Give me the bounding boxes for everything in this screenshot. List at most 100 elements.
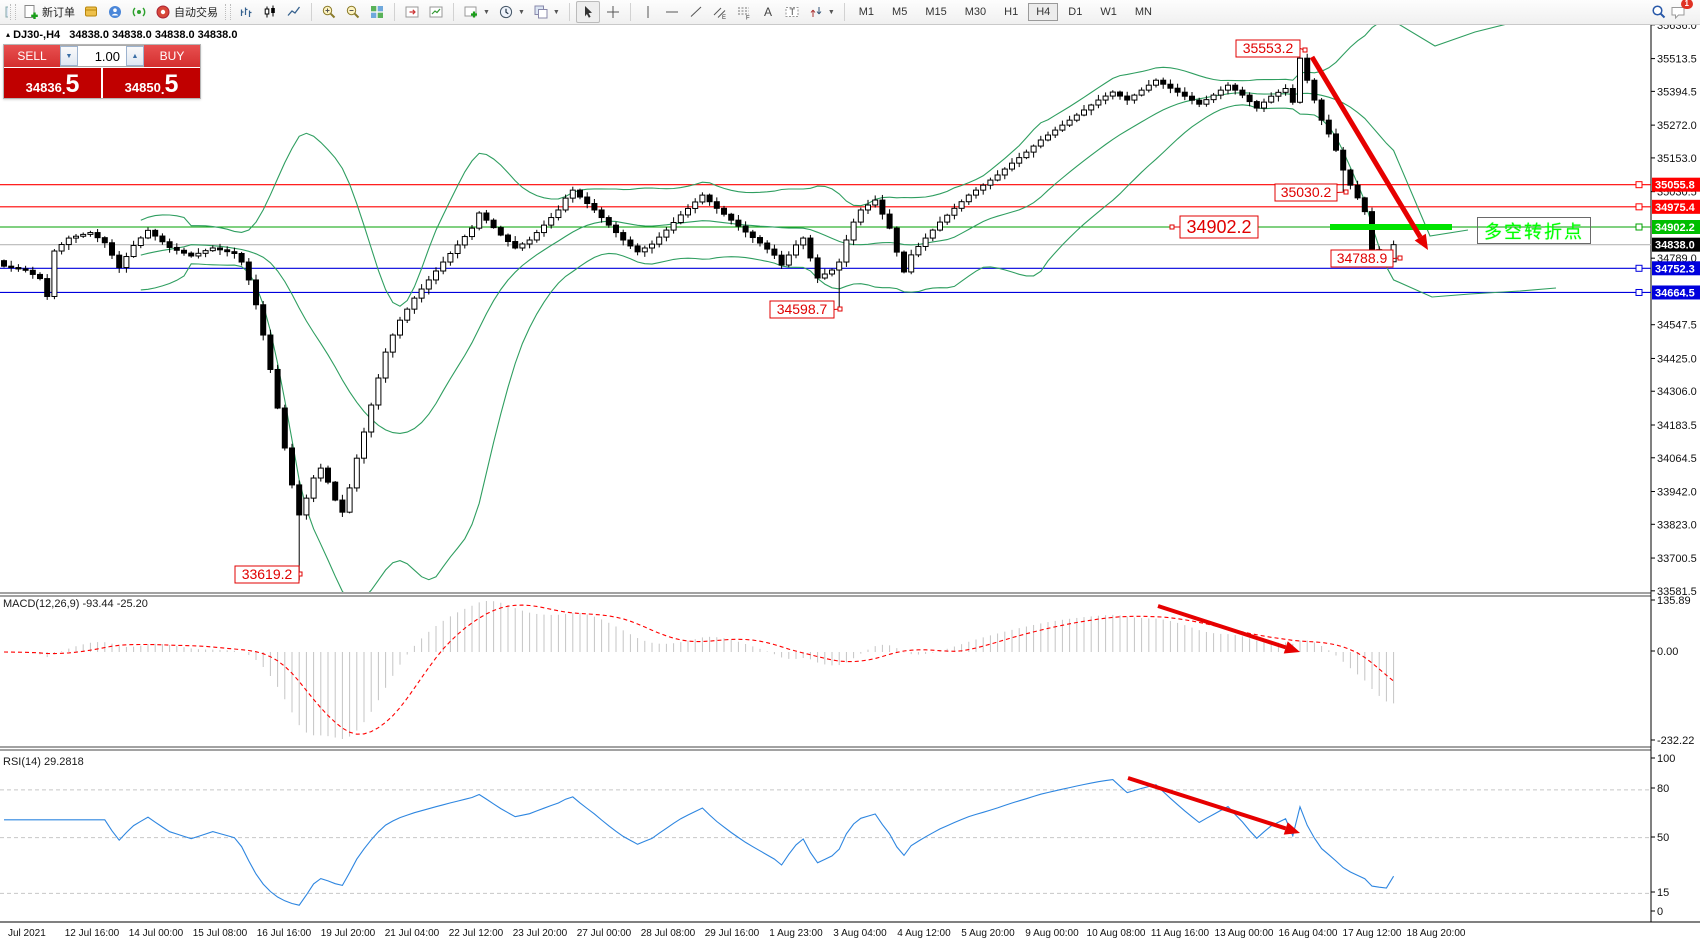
- price-tick-label: 33700.5: [1657, 553, 1697, 565]
- tab-timeframe-h4[interactable]: H4: [1028, 3, 1059, 21]
- add-indicator-button[interactable]: ▼: [460, 2, 493, 22]
- line-handle[interactable]: [1635, 181, 1643, 189]
- new-order-button[interactable]: 新订单: [20, 2, 78, 22]
- date-tick-label: 3 Aug 04:00: [833, 928, 887, 939]
- template-button[interactable]: ▼: [530, 2, 563, 22]
- red-arrow[interactable]: [1309, 55, 1423, 239]
- chat-button[interactable]: 1: [1670, 0, 1693, 20]
- trendline-tool-icon[interactable]: [685, 2, 707, 22]
- date-tick-label: 13 Aug 00:00: [1215, 928, 1274, 939]
- svg-text:35030.2: 35030.2: [1281, 184, 1332, 200]
- sell-price-display[interactable]: 34836 . 5: [4, 68, 101, 98]
- svg-text:34838.0: 34838.0: [1655, 240, 1695, 252]
- date-tick-label: 14 Jul 00:00: [129, 928, 184, 939]
- buy-button[interactable]: BUY: [144, 45, 200, 67]
- one-click-expander-icon[interactable]: ▴: [6, 30, 11, 39]
- cursor-icon[interactable]: [575, 1, 600, 23]
- zoom-out-icon[interactable]: [342, 2, 364, 22]
- volume-decrement-button[interactable]: ▼: [60, 46, 78, 66]
- tile-windows-icon[interactable]: [366, 2, 388, 22]
- red-arrow[interactable]: [1157, 604, 1287, 650]
- rsi-axis-label: 15: [1657, 887, 1669, 899]
- line-handle[interactable]: [1635, 288, 1643, 296]
- macd-label: MACD(12,26,9) -93.44 -25.20: [3, 598, 148, 610]
- candlestick-chart-icon[interactable]: [259, 2, 281, 22]
- horizontal-line-tool-icon[interactable]: [661, 2, 683, 22]
- period-button[interactable]: ▼: [495, 2, 528, 22]
- signals-icon[interactable]: [128, 2, 150, 22]
- price-callout-34902.2[interactable]: 34902.2: [1169, 215, 1259, 239]
- lime-trendline-segment[interactable]: [1330, 224, 1452, 230]
- volume-input[interactable]: 1.00: [78, 46, 126, 66]
- price-callout-33619.2[interactable]: 33619.2: [234, 565, 303, 584]
- price-tick-label: 35153.0: [1657, 153, 1697, 165]
- clock-icon: [498, 4, 514, 20]
- candlestick-series: [1, 47, 1397, 581]
- line-handle[interactable]: [1635, 264, 1643, 272]
- text-tool-icon[interactable]: A: [757, 2, 779, 22]
- tab-timeframe-m5[interactable]: M5: [892, 6, 908, 18]
- line-handle[interactable]: [1635, 203, 1643, 211]
- price-tick-label: 35513.5: [1657, 54, 1697, 66]
- price-callout-35553.2[interactable]: 35553.2: [1235, 39, 1308, 58]
- svg-text:35055.8: 35055.8: [1655, 180, 1695, 192]
- date-tick-label: 21 Jul 04:00: [385, 928, 440, 939]
- price-tick-label: 33823.0: [1657, 519, 1697, 531]
- toolbar-grip: [10, 4, 16, 20]
- search-icon[interactable]: [1648, 2, 1670, 22]
- line-handle[interactable]: [1635, 223, 1643, 231]
- drawn-objects[interactable]: 35553.2 35030.2 34902.2 34788.9 34598.7 33619…: [234, 39, 1452, 835]
- price-tick-label: 34183.5: [1657, 420, 1697, 432]
- text-label-tool-icon[interactable]: T: [781, 2, 803, 22]
- date-tick-label: 16 Aug 04:00: [1279, 928, 1338, 939]
- sell-button[interactable]: SELL: [4, 45, 60, 67]
- svg-text:34598.7: 34598.7: [777, 301, 828, 317]
- price-tick-label: 34425.0: [1657, 353, 1697, 365]
- tab-timeframe-m1[interactable]: M1: [858, 6, 875, 18]
- volume-increment-button[interactable]: ▲: [126, 46, 144, 66]
- tab-timeframe-d1[interactable]: D1: [1068, 6, 1083, 18]
- sell-price-main: 34836: [25, 79, 62, 95]
- add-indicator-icon: [463, 4, 479, 20]
- svg-text:T: T: [789, 7, 795, 17]
- rsi-axis-label: 80: [1657, 783, 1669, 795]
- tab-timeframe-h1[interactable]: H1: [1004, 6, 1019, 18]
- price-tick-label: 33942.0: [1657, 487, 1697, 499]
- macd-axis-label: -232.22: [1657, 735, 1694, 747]
- price-callout-34788.9[interactable]: 34788.9: [1330, 249, 1403, 268]
- red-arrow-head: [1283, 822, 1300, 835]
- auto-scroll-icon[interactable]: [425, 2, 447, 22]
- auto-trading-label: 自动交易: [174, 7, 218, 19]
- channel-tool-icon[interactable]: E: [709, 2, 731, 22]
- date-tick-label: 23 Jul 20:00: [513, 928, 568, 939]
- community-icon[interactable]: [104, 2, 126, 22]
- crosshair-icon[interactable]: [602, 2, 624, 22]
- date-tick-label: 22 Jul 12:00: [449, 928, 504, 939]
- auto-trading-button[interactable]: 自动交易: [152, 2, 221, 22]
- svg-text:34975.4: 34975.4: [1655, 202, 1696, 214]
- macd-axis-label: 135.89: [1657, 595, 1691, 607]
- tab-timeframe-m30[interactable]: M30: [964, 6, 987, 18]
- vertical-line-tool-icon[interactable]: [637, 2, 659, 22]
- red-arrow[interactable]: [1127, 776, 1287, 831]
- tab-timeframe-m15[interactable]: M15: [925, 6, 947, 18]
- price-callout-35030.2[interactable]: 35030.2: [1274, 183, 1349, 202]
- timeframe-group: M1 M5 M15 M30 H1 H4 D1 W1 MN: [849, 3, 1162, 21]
- tab-timeframe-mn[interactable]: MN: [1134, 6, 1152, 18]
- zoom-in-icon[interactable]: [318, 2, 340, 22]
- buy-price-display[interactable]: 34850 . 5: [101, 68, 200, 98]
- date-tick-label: 9 Aug 00:00: [1025, 928, 1079, 939]
- tab-timeframe-w1[interactable]: W1: [1100, 6, 1117, 18]
- line-chart-icon[interactable]: [283, 2, 305, 22]
- annotation-text-box[interactable]: 多空转折点: [1477, 217, 1591, 244]
- price-callout-34598.7[interactable]: 34598.7: [769, 300, 843, 319]
- bar-chart-icon[interactable]: [235, 2, 257, 22]
- market-icon[interactable]: [80, 2, 102, 22]
- fibonacci-tool-icon[interactable]: F: [733, 2, 755, 22]
- chart-shift-icon[interactable]: [401, 2, 423, 22]
- date-tick-label: Jul 2021: [8, 928, 46, 939]
- arrows-tool-button[interactable]: ▼: [805, 2, 838, 22]
- price-tick-label: 33581.5: [1657, 586, 1697, 598]
- svg-text:A: A: [764, 5, 772, 19]
